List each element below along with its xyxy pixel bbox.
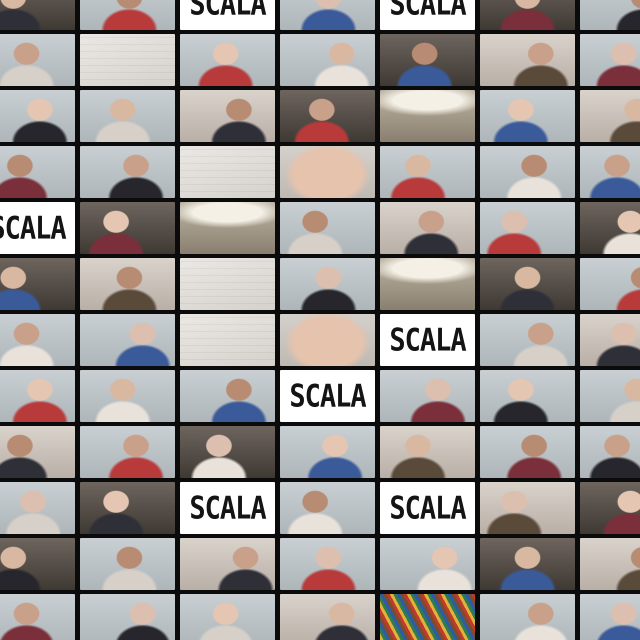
video-thumbnail (0, 594, 75, 640)
video-thumbnail (580, 90, 640, 142)
scala-brand-card: SCALA (180, 482, 275, 534)
video-thumbnail (580, 34, 640, 86)
video-thumbnail (80, 482, 175, 534)
video-thumbnail (180, 146, 275, 198)
video-thumbnail (380, 594, 475, 640)
video-thumbnail (380, 34, 475, 86)
video-thumbnail (180, 90, 275, 142)
video-thumbnail (280, 314, 375, 366)
video-thumbnail (480, 370, 575, 422)
scala-brand-card: SCALA (180, 0, 275, 30)
video-thumbnail (480, 314, 575, 366)
video-thumbnail (280, 482, 375, 534)
scala-logo-text: SCALA (0, 210, 66, 246)
video-thumbnail (80, 426, 175, 478)
video-thumbnail (580, 146, 640, 198)
video-thumbnail (380, 538, 475, 590)
scala-logo-text: SCALA (389, 0, 465, 22)
video-thumbnail (480, 594, 575, 640)
video-thumbnail (380, 258, 475, 310)
video-thumbnail (180, 426, 275, 478)
video-thumbnail (280, 202, 375, 254)
video-thumbnail (0, 482, 75, 534)
video-thumbnail (280, 34, 375, 86)
video-thumbnail (380, 426, 475, 478)
video-thumbnail (180, 538, 275, 590)
video-thumbnail (280, 426, 375, 478)
video-thumbnail (280, 594, 375, 640)
scala-logo-text: SCALA (289, 378, 365, 414)
video-thumbnail (580, 594, 640, 640)
video-thumbnail (0, 34, 75, 86)
video-thumbnail (480, 202, 575, 254)
video-thumbnail (80, 370, 175, 422)
video-thumbnail (280, 146, 375, 198)
scala-logo-text: SCALA (189, 0, 265, 22)
video-thumbnail (80, 146, 175, 198)
scala-logo-text: SCALA (389, 490, 465, 526)
video-thumbnail (580, 538, 640, 590)
video-thumbnail (0, 314, 75, 366)
video-thumbnail (80, 538, 175, 590)
video-thumbnail (580, 202, 640, 254)
scala-logo-text: SCALA (189, 490, 265, 526)
video-thumbnail (380, 202, 475, 254)
video-thumbnail (580, 370, 640, 422)
video-thumbnail (180, 258, 275, 310)
video-thumbnail (480, 146, 575, 198)
scala-brand-card: SCALA (380, 482, 475, 534)
video-thumbnail (580, 426, 640, 478)
video-thumbnail (0, 258, 75, 310)
video-thumbnail (0, 0, 75, 30)
scala-brand-card: SCALA (280, 370, 375, 422)
video-thumbnail (180, 34, 275, 86)
video-thumbnail (180, 202, 275, 254)
video-thumbnail (80, 202, 175, 254)
video-thumbnail (180, 594, 275, 640)
video-thumbnail (380, 146, 475, 198)
video-thumbnail (480, 34, 575, 86)
video-thumbnail (280, 0, 375, 30)
video-thumbnail (0, 538, 75, 590)
scala-brand-card: SCALA (380, 314, 475, 366)
video-thumbnail (280, 90, 375, 142)
scala-logo-text: SCALA (389, 322, 465, 358)
video-thumbnail (580, 314, 640, 366)
scala-brand-card: SCALA (0, 202, 75, 254)
video-thumbnail (480, 258, 575, 310)
video-thumbnail (80, 34, 175, 86)
video-thumbnail (80, 258, 175, 310)
video-thumbnail (0, 426, 75, 478)
video-thumbnail (480, 482, 575, 534)
video-thumbnail (180, 314, 275, 366)
scala-brand-card: SCALA (380, 0, 475, 30)
video-thumbnail (280, 258, 375, 310)
video-thumbnail (80, 594, 175, 640)
video-thumbnail (480, 538, 575, 590)
video-thumbnail (580, 0, 640, 30)
video-thumbnail (0, 146, 75, 198)
video-thumbnail (180, 370, 275, 422)
video-thumbnail (80, 0, 175, 30)
video-thumbnail (380, 370, 475, 422)
video-thumbnail (280, 538, 375, 590)
video-thumbnail (0, 370, 75, 422)
video-thumbnail (80, 90, 175, 142)
video-thumbnail (0, 90, 75, 142)
video-thumbnail (480, 0, 575, 30)
video-thumbnail (80, 314, 175, 366)
video-thumbnail (480, 426, 575, 478)
video-thumbnail (480, 90, 575, 142)
video-thumbnail (580, 482, 640, 534)
video-thumbnail (380, 90, 475, 142)
video-thumbnail (580, 258, 640, 310)
